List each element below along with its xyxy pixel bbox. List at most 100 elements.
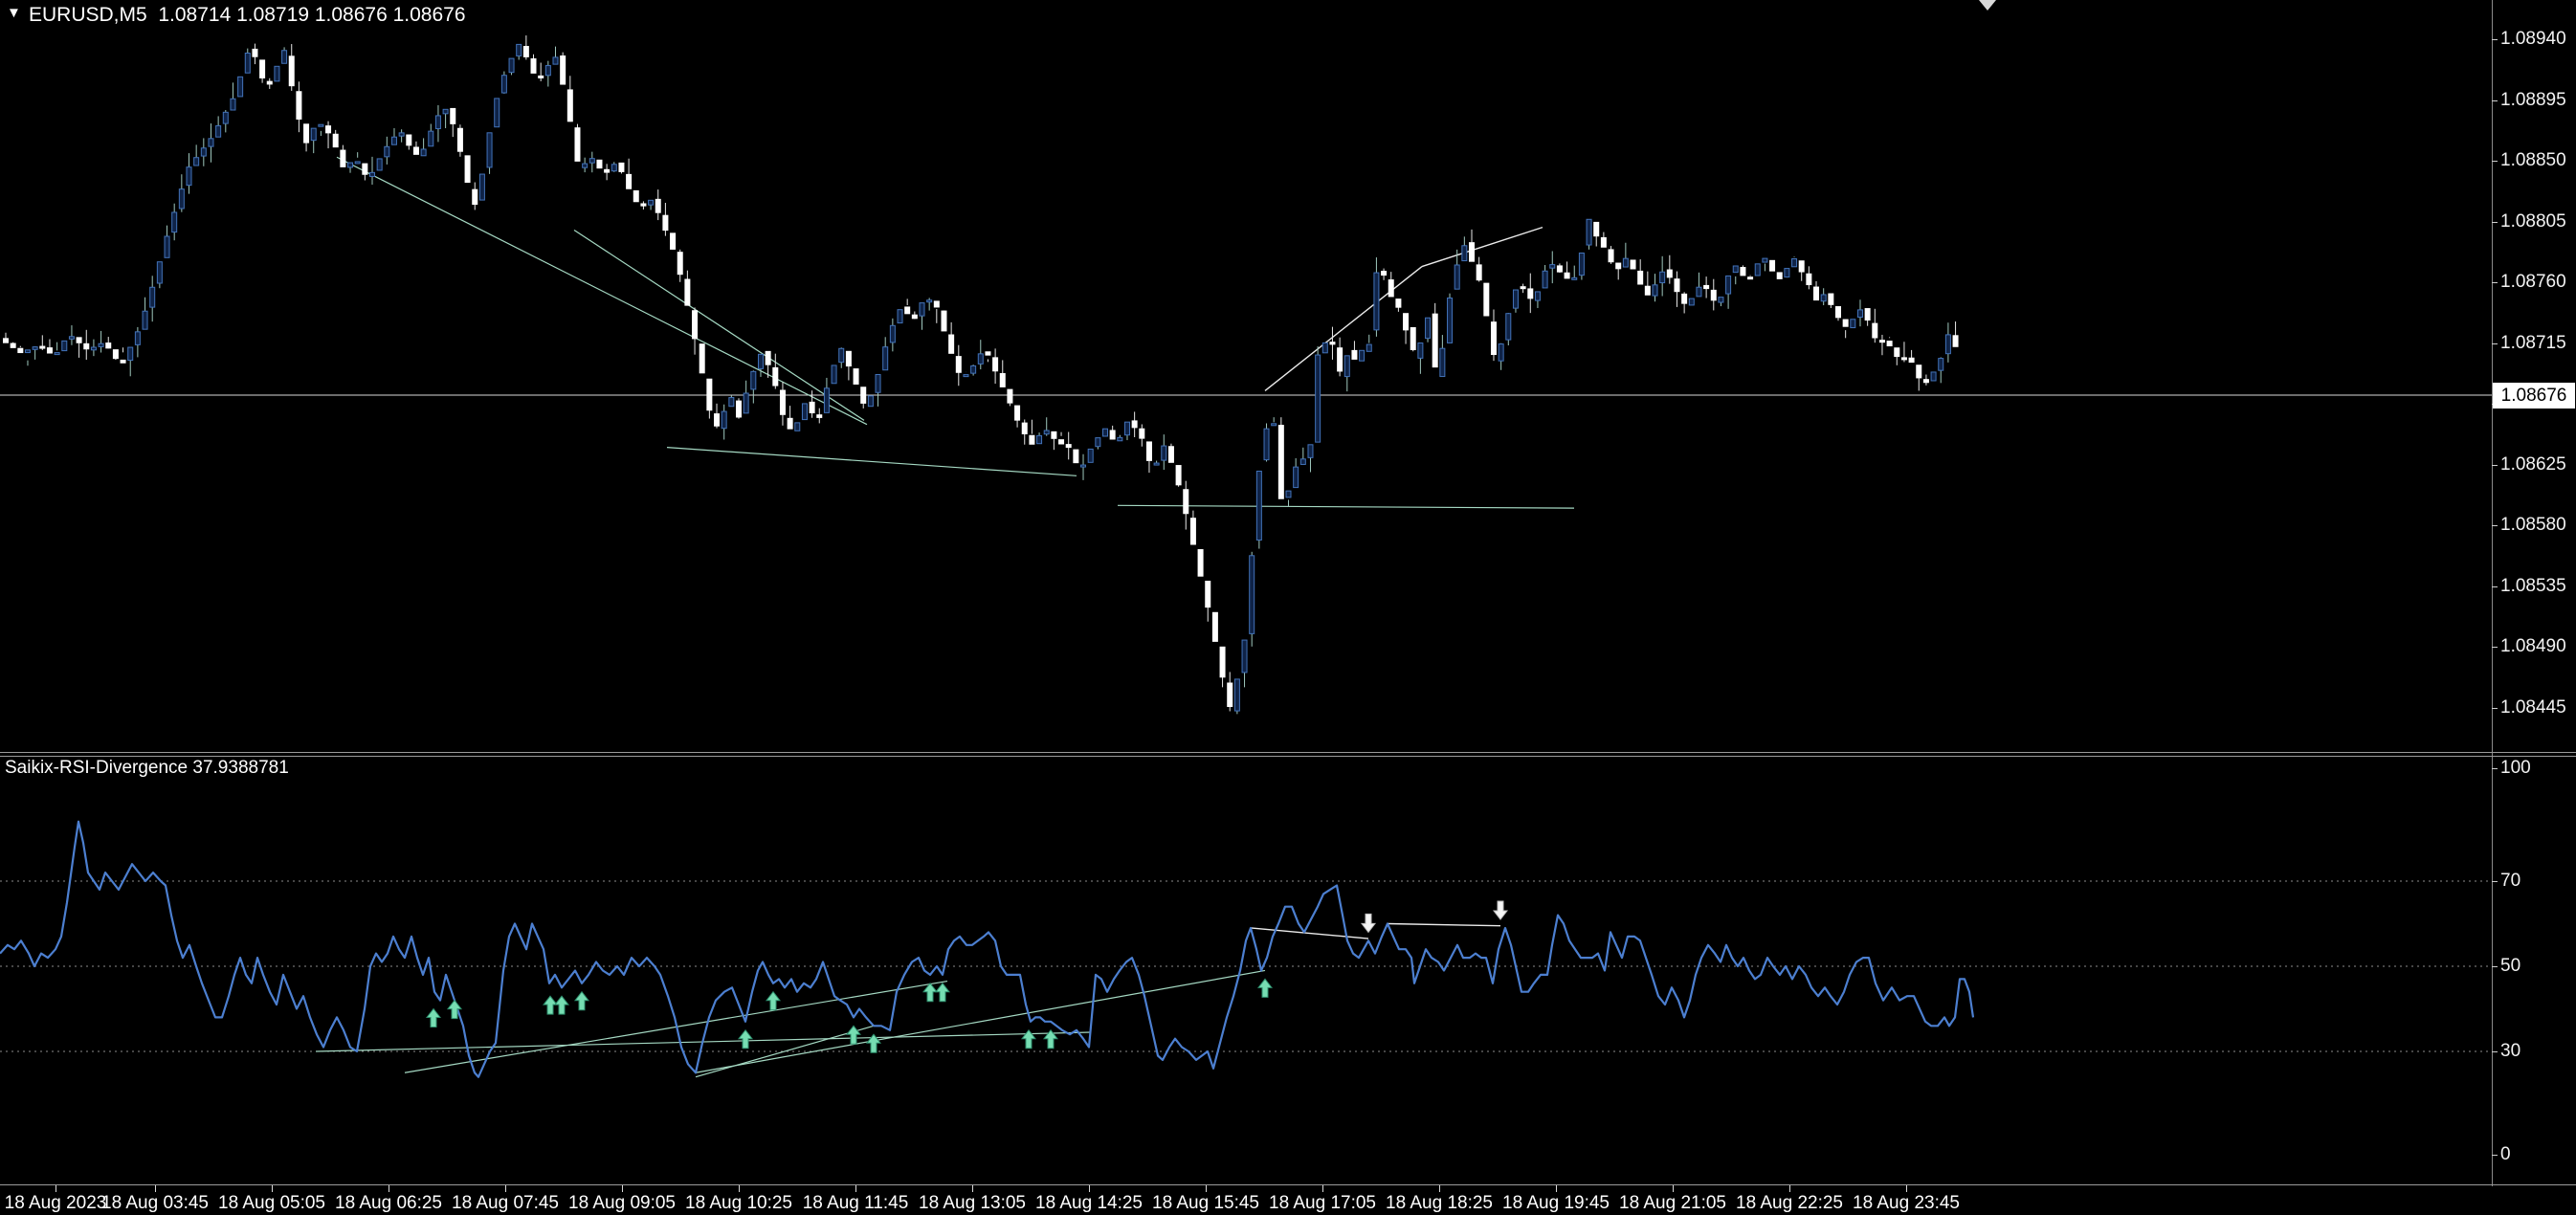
candle-body-bear [1556,265,1563,273]
candle-body-bear [1211,611,1218,642]
candle-body-bear [1183,489,1189,515]
candle-body-bear [412,146,419,155]
candle-body-bear [772,366,779,387]
time-axis-label: 18 Aug 11:45 [802,1193,909,1213]
candle-body-bear [1813,286,1820,301]
candle-body-bear [464,155,471,184]
candle-body-bear [684,278,691,306]
candle-body-bear [1007,388,1013,404]
candle-body-bull [1725,275,1732,295]
candle-body-bear [860,387,867,404]
candle-body-bull [149,286,156,308]
time-axis-tick [972,1185,973,1192]
candle-body-bull [369,171,375,177]
rsi-axis-tick [2492,881,2498,882]
candle-body-bear [1900,357,1907,361]
candle-body-bear [522,46,529,57]
candle-body-bear [1608,249,1614,263]
time-axis-tick [155,1185,156,1192]
candle-body-bear [456,127,463,152]
candle-body-bull [1549,264,1556,269]
candle-body-bull [1856,309,1863,319]
candle-body-bear [1806,273,1812,286]
rsi-up-arrow-icon [845,1025,862,1045]
candle-body-bear [596,159,603,169]
candle-body-bull [1439,347,1446,378]
candle-body-bear [1637,270,1644,285]
candle-body-bull [478,173,485,201]
candle-body-bull [1718,297,1724,303]
chart-dropdown-icon[interactable]: ▼ [7,5,21,21]
rsi-up-arrow-icon [573,990,590,1011]
candle-body-bull [486,132,493,168]
candle-body-bull [970,364,977,374]
candle-body-bull [1696,286,1702,298]
candle-body-bear [332,133,339,148]
candle-body-bear [406,134,412,146]
candle-body-bear [1021,422,1028,434]
chart-plot-area[interactable] [0,0,2492,1186]
candle-body-bear [1864,308,1871,321]
candle-body-bear [933,300,940,308]
candle-body-bull [882,346,889,371]
candle-body-bear [1058,439,1065,445]
candle-body-bear [1197,549,1204,577]
candle-body-bull [1688,298,1695,306]
price-axis-border [2492,0,2493,1186]
time-axis-label: 18 Aug 23:45 [1853,1193,1960,1213]
candle-body-bear [1277,425,1284,499]
candle-body-bull [1307,444,1314,458]
candle-body-bull [142,310,148,330]
candle-body-bear [560,55,566,85]
candle-body-bull [1944,334,1951,355]
candle-body-bear [472,188,478,206]
rsi-divergence-teal-line [695,1025,875,1078]
candle-body-bear [948,334,955,354]
candle-body-bull [1850,319,1856,329]
candle-body-bull [1652,284,1658,297]
candle-body-bull [516,43,522,56]
candle-body-bull [1117,436,1123,442]
candle-body-bull [186,166,192,187]
candle-body-bear [1630,259,1636,270]
candle-body-bear [670,232,677,250]
candle-body-bear [1109,430,1116,440]
candle-body-bull [508,57,515,74]
candle-body-bull [977,353,984,364]
candle-body-bull [648,199,655,206]
candle-body-bear [83,342,90,350]
price-axis-tick [2492,222,2498,223]
candle-body-bear [699,343,705,374]
candle-body-bear [1564,272,1570,279]
candle-body-bear [574,127,581,162]
chart-shift-icon[interactable] [1979,0,1996,11]
price-divergence-white-line [1421,226,1543,268]
candle-body-bear [1769,259,1776,272]
candle-body-bear [1674,278,1680,293]
price-axis-tick [2492,708,2498,709]
candle-body-bull [230,98,236,111]
panel-splitter-line [0,756,2576,757]
rsi-up-arrow-icon [1042,1028,1059,1049]
candle-body-bear [677,252,683,276]
candle-body-bear [296,91,302,120]
candle-body-bear [1381,271,1388,276]
candle-body-bull [1586,218,1592,246]
price-axis-tick [2492,525,2498,526]
time-axis[interactable] [0,1186,2576,1215]
time-axis-label: 18 Aug 18:25 [1386,1193,1493,1213]
time-axis-separator [0,1184,2576,1185]
candle-body-bull [24,349,31,354]
price-axis-label: 1.08535 [2500,576,2566,596]
candle-body-bear [655,198,661,213]
candle-body-bear [1219,646,1226,678]
candle-body-bull [867,395,874,408]
time-axis-label: 18 Aug 15:45 [1152,1193,1259,1213]
candle-body-bull [208,138,214,147]
panel-splitter[interactable] [0,752,2576,753]
candle-body-bull [434,115,441,129]
candle-body-bull [347,162,354,168]
candle-body-bull [757,353,764,369]
candle-body-bear [1644,285,1651,296]
candle-body-bull [376,158,383,171]
